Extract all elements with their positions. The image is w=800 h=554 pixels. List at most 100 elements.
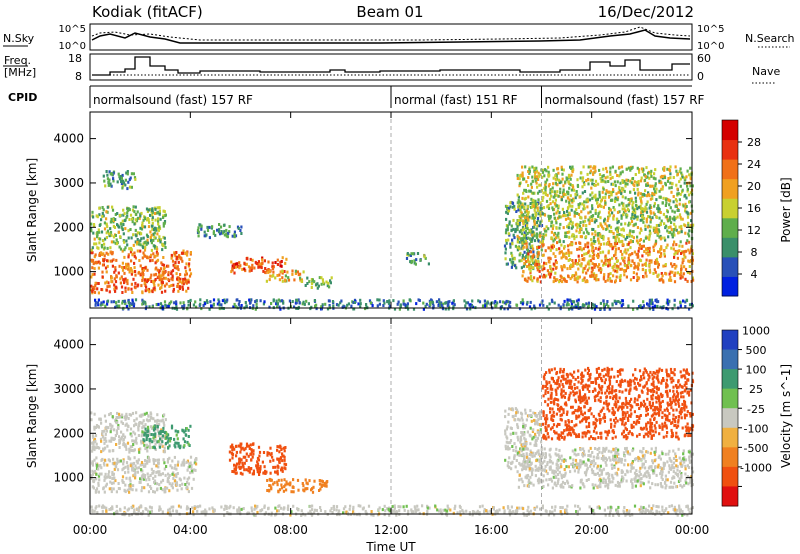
data-cell	[612, 268, 615, 272]
data-cell	[91, 472, 94, 476]
data-cell	[552, 280, 555, 284]
data-cell	[604, 258, 607, 262]
data-cell	[562, 168, 565, 172]
data-cell	[137, 448, 141, 452]
data-cell	[678, 230, 681, 234]
data-cell	[100, 472, 103, 476]
data-cell	[183, 304, 186, 307]
data-cell	[578, 259, 581, 263]
data-cell	[202, 304, 205, 307]
data-cell	[95, 456, 98, 460]
data-cell	[588, 222, 591, 226]
data-cell	[683, 265, 686, 269]
data-cell	[117, 423, 120, 427]
data-cell	[127, 208, 130, 212]
data-cell	[112, 240, 115, 244]
data-cell	[651, 193, 654, 197]
data-cell	[115, 301, 118, 305]
data-cell	[408, 298, 411, 302]
data-cell	[640, 167, 643, 171]
data-cell	[520, 266, 523, 270]
data-cell	[203, 230, 206, 234]
data-cell	[238, 261, 241, 265]
data-cell	[304, 478, 307, 482]
data-cell	[267, 260, 270, 264]
data-cell	[137, 271, 140, 275]
data-cell	[617, 247, 620, 251]
data-cell	[101, 211, 104, 215]
data-cell	[149, 236, 152, 240]
data-cell	[633, 250, 636, 254]
data-cell	[142, 425, 145, 428]
data-cell	[577, 267, 580, 271]
data-cell	[523, 278, 527, 281]
data-cell	[505, 440, 508, 444]
data-cell	[537, 418, 540, 422]
data-cell	[539, 240, 542, 244]
data-cell	[187, 264, 190, 268]
data-cell	[530, 470, 534, 474]
data-cell	[465, 307, 469, 311]
data-cell	[516, 234, 519, 238]
data-cell	[157, 434, 160, 438]
data-cell	[175, 467, 178, 471]
data-cell	[606, 226, 609, 230]
data-cell	[633, 180, 636, 184]
data-cell	[121, 249, 124, 253]
data-cell	[233, 467, 236, 471]
data-cell	[177, 260, 180, 264]
data-cell	[536, 277, 539, 281]
data-cell	[262, 471, 265, 475]
data-cell	[524, 443, 528, 447]
data-cell	[532, 198, 535, 202]
data-cell	[634, 264, 637, 268]
data-cell	[231, 264, 234, 268]
data-cell	[555, 226, 558, 230]
data-cell	[122, 278, 125, 282]
data-cell	[602, 179, 605, 183]
data-cell	[97, 467, 100, 471]
data-cell	[233, 463, 236, 467]
data-cell	[645, 202, 648, 206]
data-cell	[156, 227, 160, 231]
data-cell	[563, 468, 566, 471]
data-cell	[686, 211, 689, 215]
data-cell	[513, 207, 516, 211]
data-cell	[252, 449, 255, 453]
data-cell	[127, 298, 130, 302]
data-cell	[648, 246, 651, 250]
data-cell	[279, 299, 282, 303]
data-cell	[144, 240, 147, 244]
data-cell	[156, 206, 159, 210]
data-cell	[652, 308, 655, 311]
data-cell	[93, 290, 97, 294]
data-cell	[557, 204, 560, 208]
data-cell	[613, 262, 616, 266]
data-cell	[644, 189, 647, 193]
data-cell	[295, 301, 298, 305]
data-cell	[508, 222, 511, 226]
data-cell	[671, 234, 674, 238]
data-cell	[217, 230, 221, 234]
data-cell	[90, 284, 93, 288]
data-cell	[552, 471, 555, 475]
data-cell	[164, 276, 167, 280]
data-cell	[654, 261, 657, 265]
data-cell	[639, 227, 642, 231]
data-cell	[214, 233, 217, 237]
data-cell	[593, 277, 596, 281]
data-cell	[139, 264, 142, 268]
data-cell	[569, 204, 572, 208]
data-cell	[137, 425, 140, 429]
data-cell	[602, 242, 605, 246]
data-cell	[591, 483, 594, 487]
data-cell	[598, 263, 601, 267]
data-cell	[142, 225, 145, 229]
data-cell	[409, 254, 412, 257]
data-cell	[108, 232, 111, 236]
data-cell	[112, 171, 115, 175]
data-cell	[621, 256, 624, 260]
data-cell	[269, 446, 272, 450]
data-cell	[105, 210, 108, 214]
data-cell	[636, 253, 639, 256]
